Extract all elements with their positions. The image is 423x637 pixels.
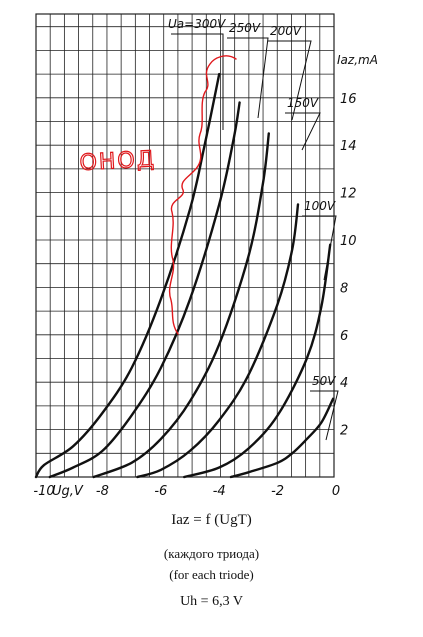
x-axis-label: Ug,V xyxy=(52,484,84,499)
x-tick-labels: -10 -8 -6 -4 -2 0 xyxy=(33,484,340,499)
curve-label: 100V xyxy=(304,199,336,213)
y-tick-label: 8 xyxy=(340,281,348,296)
curve-50v xyxy=(229,397,335,479)
curve-labels: Ua=300V 250V 200V 150V 100V 50V xyxy=(168,17,336,388)
caption-russian: (каждого триода) xyxy=(163,546,260,561)
x-tick-label: -4 xyxy=(213,484,226,499)
curve-label-leader xyxy=(227,37,269,119)
x-tick-label: -6 xyxy=(154,484,167,499)
curve-label-leader xyxy=(285,112,321,151)
x-tick-label: -10 xyxy=(33,484,54,499)
curve-label-leader xyxy=(171,33,224,130)
curve-label-leader xyxy=(302,215,337,281)
caption-formula: Iaz = f (UgT) xyxy=(171,512,252,528)
y-axis-label: Iaz,mA xyxy=(337,53,378,67)
y-tick-label: 14 xyxy=(340,139,357,154)
red-annotation-text: ОНОД xyxy=(79,147,157,176)
curve-label-leader xyxy=(310,390,339,441)
x-tick-label: -2 xyxy=(271,484,284,499)
y-tick-label: 2 xyxy=(340,424,348,439)
red-annotation xyxy=(168,55,237,335)
curve-100v xyxy=(183,243,332,479)
curve-label-leader xyxy=(268,40,312,121)
curve-label: Ua=300V xyxy=(168,17,226,31)
y-tick-label: 4 xyxy=(340,376,348,391)
caption-heater: Uh = 6,3 V xyxy=(180,594,243,609)
x-tick-label: 0 xyxy=(332,484,340,499)
x-tick-label: -8 xyxy=(96,484,109,499)
y-tick-label: 16 xyxy=(340,92,357,107)
label-leaders xyxy=(171,33,339,441)
y-tick-label: 12 xyxy=(340,187,357,202)
y-tick-labels: 2 4 6 8 10 12 14 16 xyxy=(340,92,357,439)
curve-label: 250V xyxy=(229,21,261,35)
curve-label: 150V xyxy=(287,96,319,110)
y-tick-label: 6 xyxy=(340,329,348,344)
curve-label: 50V xyxy=(312,374,336,388)
curve-150v xyxy=(136,203,300,479)
curve-250v xyxy=(48,101,241,479)
curve-label: 200V xyxy=(270,24,302,38)
curve-ua-300v xyxy=(34,72,221,479)
curve-200v xyxy=(92,132,270,479)
curves xyxy=(34,72,335,479)
caption-english: (for each triode) xyxy=(169,567,254,582)
y-tick-label: 10 xyxy=(340,234,357,249)
red-annotation-stroke xyxy=(168,55,237,335)
